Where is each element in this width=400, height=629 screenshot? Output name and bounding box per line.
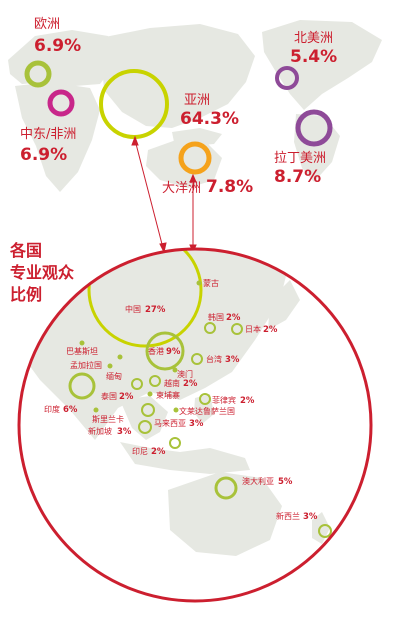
label-sri-lanka: 斯里兰卡 xyxy=(92,414,124,424)
europe-marker xyxy=(24,60,52,88)
region-name-latin-america: 拉丁美洲 xyxy=(274,151,326,166)
zoom-japan-land xyxy=(268,280,300,330)
label-australia-value: 5% xyxy=(278,477,293,487)
region-name-asia: 亚洲 xyxy=(184,93,210,108)
myanmar-dot xyxy=(117,354,123,360)
label-thailand-name: 泰国 xyxy=(101,391,117,401)
label-japan-name: 日本 xyxy=(245,324,261,334)
macau-dot xyxy=(172,367,178,373)
asia-land xyxy=(100,24,255,128)
label-malaysia-value: 3% xyxy=(189,419,204,429)
region-name-europe: 欧洲 xyxy=(34,17,60,32)
sri-lanka-dot xyxy=(93,407,99,413)
zoom-indochina-land xyxy=(120,396,168,440)
cambodia-dot xyxy=(147,391,153,397)
region-name-middle-east-africa: 中东/非洲 xyxy=(20,127,76,142)
connector-arrows xyxy=(131,135,197,254)
korea-marker xyxy=(204,322,216,334)
label-new-zealand-value: 3% xyxy=(303,512,318,522)
hong-kong-marker xyxy=(145,331,185,371)
asia-pacific-zoom: 蒙古 中国 27% 韩国 2% 日本 2% 巴基斯坦 孟加拉国 缅甸 香港 9%… xyxy=(17,247,373,603)
label-hong-kong-name: 香港 xyxy=(148,346,164,356)
region-value-oceania: 7.8% xyxy=(206,177,253,197)
bangladesh-dot xyxy=(107,363,113,369)
label-macau: 澳门 xyxy=(177,369,193,379)
heading-line-3: 比例 xyxy=(10,285,42,304)
label-china-name: 中国 xyxy=(125,304,141,314)
label-korea-name: 韩国 xyxy=(208,312,224,322)
asia-marker xyxy=(99,69,169,139)
label-vietnam-value: 2% xyxy=(183,379,198,389)
label-new-zealand-name: 新西兰 xyxy=(276,511,300,521)
label-vietnam-name: 越南 xyxy=(164,378,180,388)
label-cambodia: 柬埔寨 xyxy=(156,390,180,400)
new-zealand-marker xyxy=(318,524,332,538)
label-brunei: 文莱达鲁萨兰国 xyxy=(179,406,235,416)
europe-land xyxy=(8,30,120,86)
india-marker xyxy=(68,372,96,400)
label-indonesia-value: 2% xyxy=(151,447,166,457)
label-taiwan-name: 台湾 xyxy=(206,354,222,364)
latin-america-marker xyxy=(295,109,333,147)
arrow-oceania-head-top xyxy=(189,173,197,183)
label-mongolia: 蒙古 xyxy=(203,278,219,288)
indonesia-marker xyxy=(169,437,181,449)
zoom-australia-land xyxy=(168,472,282,556)
label-india-value: 6% xyxy=(63,405,78,415)
region-value-asia: 64.3% xyxy=(180,109,239,129)
label-malaysia-name: 马来西亚 xyxy=(154,419,186,428)
arrow-asia-head-bottom xyxy=(159,242,167,254)
malaysia-marker xyxy=(141,403,155,417)
label-singapore-name: 新加坡 xyxy=(88,426,112,436)
region-value-middle-east-africa: 6.9% xyxy=(20,145,67,165)
region-name-oceania: 大洋洲 xyxy=(162,181,201,196)
label-japan-value: 2% xyxy=(263,325,278,335)
zoom-asia-land xyxy=(19,249,290,440)
oceania-marker xyxy=(178,141,212,175)
philippines-marker xyxy=(199,393,211,405)
region-value-latin-america: 8.7% xyxy=(274,167,321,187)
label-pakistan: 巴基斯坦 xyxy=(66,346,98,356)
heading-line-1: 各国 xyxy=(9,241,42,260)
thailand-marker xyxy=(131,378,143,390)
label-philippines-value: 2% xyxy=(240,396,255,406)
heading-line-2: 专业观众 xyxy=(10,263,75,282)
brunei-dot xyxy=(173,407,179,413)
region-value-europe: 6.9% xyxy=(34,36,81,56)
label-indonesia-name: 印尼 xyxy=(132,447,148,456)
arrow-asia-head-top xyxy=(131,135,139,146)
mongolia-dot xyxy=(196,280,202,286)
taiwan-marker xyxy=(191,353,203,365)
zoom-indonesia-land xyxy=(120,442,250,474)
australia-marker xyxy=(214,476,238,500)
vietnam-marker xyxy=(149,375,161,387)
north-america-marker xyxy=(275,66,299,90)
africa-land xyxy=(15,82,100,192)
pakistan-dot xyxy=(79,340,85,346)
region-value-north-america: 5.4% xyxy=(290,47,337,67)
middle-east-africa-marker xyxy=(47,89,75,117)
label-china-value: 27% xyxy=(145,305,166,315)
region-name-north-america: 北美洲 xyxy=(294,31,333,46)
label-australia-name: 澳大利亚 xyxy=(242,476,274,486)
arrow-asia xyxy=(134,139,164,249)
zoom-ring xyxy=(17,247,373,603)
label-korea-value: 2% xyxy=(226,313,241,323)
label-bangladesh: 孟加拉国 xyxy=(70,360,102,370)
label-myanmar: 缅甸 xyxy=(106,371,122,381)
japan-marker xyxy=(231,323,243,335)
singapore-marker xyxy=(138,420,152,434)
label-thailand-value: 2% xyxy=(119,392,134,402)
label-philippines-name: 菲律宾 xyxy=(212,395,236,405)
label-hong-kong-value: 9% xyxy=(166,347,181,357)
label-singapore-value: 3% xyxy=(117,427,132,437)
china-marker xyxy=(87,249,203,348)
label-india-name: 印度 xyxy=(44,404,60,414)
label-taiwan-value: 3% xyxy=(225,355,240,365)
